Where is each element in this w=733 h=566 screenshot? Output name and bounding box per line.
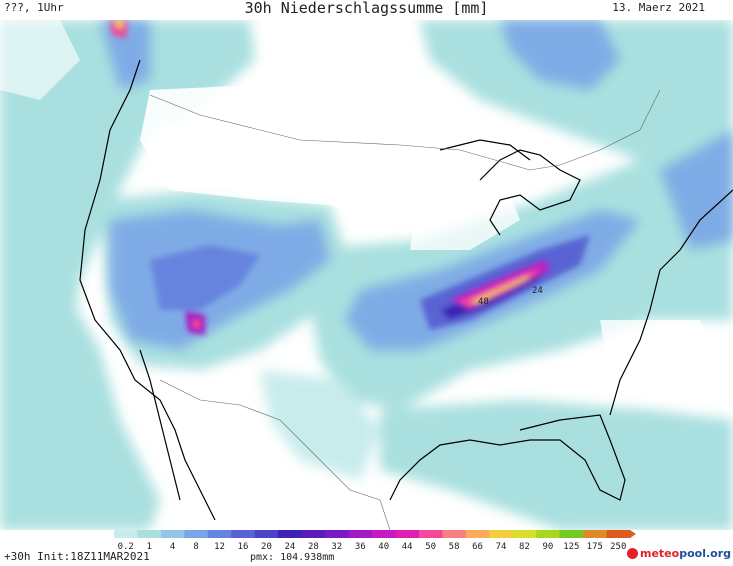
legend-swatch: [489, 530, 514, 538]
legend-tick: 36: [355, 542, 366, 552]
legend-tick-labels: 0.2 1 4 8 12 16 20 24 28 32 36 40 44 50 58 66 74 82 90 125 1…: [118, 542, 627, 552]
legend-tick: 175: [587, 542, 603, 552]
legend-swatch: [395, 530, 420, 538]
precip-max-core: [110, 20, 550, 330]
time-label: ???, 1Uhr: [4, 1, 64, 14]
date-label: 13. Maerz 2021: [612, 1, 705, 14]
legend-tick: 82: [519, 542, 530, 552]
legend-swatch: [583, 530, 608, 538]
legend-tick: 250: [610, 542, 626, 552]
legend-tick: 20: [261, 542, 272, 552]
legend-tick: 8: [193, 542, 198, 552]
legend-tick: 28: [308, 542, 319, 552]
legend-swatch: [184, 530, 209, 538]
borders: [149, 89, 661, 530]
legend-swatch: [536, 530, 561, 538]
legend-tick: 74: [496, 542, 507, 552]
color-scale-legend: 0.2 1 4 8 12 16 20 24 28 32 36 40 44 50 58 66 74 82 90 125 1…: [114, 530, 636, 552]
meteopool-logo[interactable]: meteopool.org: [627, 547, 731, 560]
legend-swatch: [137, 530, 162, 538]
legend-tick: 90: [542, 542, 553, 552]
legend-swatch: [325, 530, 350, 538]
legend-swatch: [254, 530, 279, 538]
legend-swatch: [231, 530, 256, 538]
legend-swatch: [160, 530, 185, 538]
header: ???, 1Uhr 30h Niederschlagssumme [mm] 13…: [0, 0, 733, 20]
legend-swatch: [606, 530, 631, 538]
legend-swatch: [348, 530, 373, 538]
logo-icon: [627, 548, 638, 559]
legend-tick: 66: [472, 542, 483, 552]
map-title: 30h Niederschlagssumme [mm]: [244, 0, 489, 17]
legend-swatch: [465, 530, 490, 538]
legend-swatch: [512, 530, 537, 538]
legend-tick: 40: [378, 542, 389, 552]
pmx-label: pmx: 104.938mm: [250, 552, 335, 563]
legend-tick: 50: [425, 542, 436, 552]
legend-swatch: [418, 530, 443, 538]
precipitation-map: 48 24: [0, 20, 733, 530]
legend-tick: 1: [146, 542, 151, 552]
legend-end-arrow: [630, 530, 636, 538]
legend-swatch: [114, 530, 138, 538]
legend-tick: 32: [331, 542, 342, 552]
value-label-24: 24: [532, 286, 543, 296]
legend-swatch: [559, 530, 584, 538]
legend-swatch: [278, 530, 303, 538]
init-label: +30h Init:18Z11MAR2021: [4, 550, 150, 563]
legend-tick: 125: [563, 542, 579, 552]
legend-tick: 12: [214, 542, 225, 552]
legend-tick: 0.2: [118, 542, 134, 552]
legend-tick: 24: [284, 542, 295, 552]
value-label-48: 48: [478, 297, 489, 307]
dry-areas: [0, 20, 720, 400]
legend-swatch: [301, 530, 326, 538]
legend-swatch: [207, 530, 232, 538]
legend-swatch: [442, 530, 467, 538]
legend-tick: 16: [238, 542, 249, 552]
legend-tick: 4: [170, 542, 175, 552]
legend-tick: 44: [402, 542, 413, 552]
legend-tick: 58: [449, 542, 460, 552]
coastlines: [79, 59, 733, 521]
legend-swatch: [372, 530, 396, 538]
legend-color-bar: [114, 530, 631, 538]
